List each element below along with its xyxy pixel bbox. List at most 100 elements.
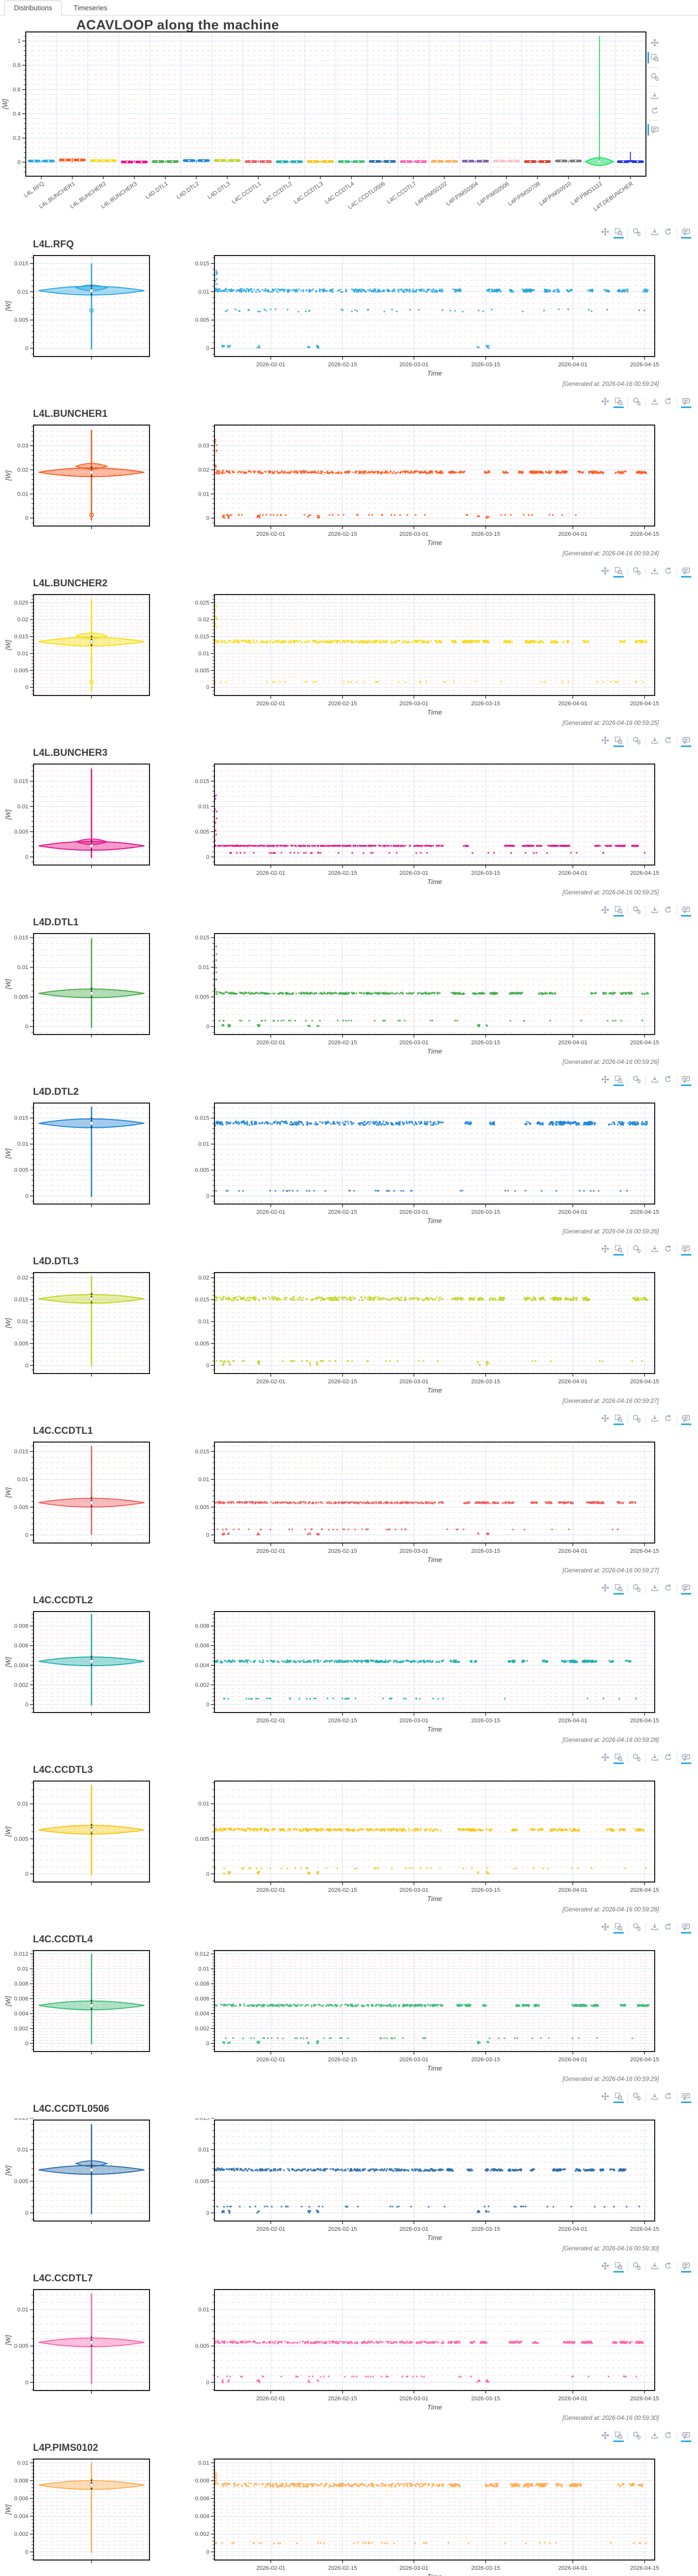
hover-icon[interactable] [682, 1584, 691, 1595]
hover-icon[interactable] [682, 228, 691, 239]
save-icon[interactable] [650, 567, 659, 578]
box-zoom-icon[interactable] [614, 397, 623, 408]
wheel-zoom-icon[interactable] [632, 2431, 641, 2442]
reset-icon[interactable] [663, 1753, 673, 1764]
box-zoom-icon[interactable] [614, 2262, 623, 2273]
wheel-zoom-icon[interactable] [632, 736, 641, 747]
wheel-zoom-icon[interactable] [647, 71, 659, 82]
reset-icon[interactable] [663, 1245, 673, 1256]
wheel-zoom-icon[interactable] [632, 1075, 641, 1086]
save-icon[interactable] [650, 906, 659, 917]
hover-icon[interactable] [682, 736, 691, 747]
reset-icon[interactable] [663, 567, 673, 578]
save-icon[interactable] [650, 1584, 659, 1595]
timeseries-plot[interactable]: 00.0020.0040.0060.0080.010.0122026-02-01… [186, 1948, 675, 2074]
hover-icon[interactable] [682, 1753, 691, 1764]
hover-icon[interactable] [682, 2092, 691, 2103]
pan-icon[interactable] [601, 228, 610, 239]
reset-icon[interactable] [663, 397, 673, 408]
wheel-zoom-icon[interactable] [632, 1414, 641, 1425]
pan-icon[interactable] [601, 567, 610, 578]
box-zoom-icon[interactable] [614, 736, 623, 747]
wheel-zoom-icon[interactable] [632, 1584, 641, 1595]
box-zoom-icon[interactable] [614, 1753, 623, 1764]
tab-distributions[interactable]: Distributions [4, 1, 62, 16]
tab-timeseries[interactable]: Timeseries [64, 1, 117, 15]
pan-icon[interactable] [601, 1584, 610, 1595]
save-icon[interactable] [647, 90, 659, 101]
reset-icon[interactable] [663, 228, 673, 239]
pan-icon[interactable] [601, 1245, 610, 1256]
box-zoom-icon[interactable] [614, 1245, 623, 1256]
save-icon[interactable] [650, 1414, 659, 1425]
save-icon[interactable] [650, 1753, 659, 1764]
hover-icon[interactable] [682, 1414, 691, 1425]
save-icon[interactable] [650, 397, 659, 408]
hover-icon[interactable] [682, 2431, 691, 2442]
reset-icon[interactable] [663, 2262, 673, 2273]
hover-icon[interactable] [647, 124, 659, 135]
hover-icon[interactable] [682, 906, 691, 917]
wheel-zoom-icon[interactable] [632, 2262, 641, 2273]
reset-icon[interactable] [663, 2092, 673, 2103]
hover-icon[interactable] [682, 2262, 691, 2273]
wheel-zoom-icon[interactable] [632, 228, 641, 239]
hover-icon[interactable] [682, 1075, 691, 1086]
wheel-zoom-icon[interactable] [632, 567, 641, 578]
save-icon[interactable] [650, 736, 659, 747]
reset-icon[interactable] [663, 1414, 673, 1425]
reset-icon[interactable] [663, 2431, 673, 2442]
reset-icon[interactable] [663, 906, 673, 917]
pan-icon[interactable] [601, 1923, 610, 1934]
pan-icon[interactable] [601, 1753, 610, 1764]
save-icon[interactable] [650, 1923, 659, 1934]
save-icon[interactable] [650, 2262, 659, 2273]
hover-icon[interactable] [682, 397, 691, 408]
box-zoom-icon[interactable] [614, 228, 623, 239]
wheel-zoom-icon[interactable] [632, 397, 641, 408]
pan-icon[interactable] [601, 2431, 610, 2442]
hover-icon[interactable] [682, 567, 691, 578]
box-zoom-icon[interactable] [614, 2431, 623, 2442]
wheel-zoom-icon[interactable] [632, 1923, 641, 1934]
wheel-zoom-icon[interactable] [632, 1753, 641, 1764]
overview-violin-plot[interactable]: L4L.RFQL4L.BUNCHER1L4L.BUNCHER2L4L.BUNCH… [0, 15, 698, 234]
wheel-zoom-icon[interactable] [632, 2092, 641, 2103]
reset-icon[interactable] [663, 1923, 673, 1934]
hover-icon[interactable] [682, 1245, 691, 1256]
wheel-zoom-icon[interactable] [632, 1245, 641, 1256]
box-zoom-icon[interactable] [614, 567, 623, 578]
pan-icon[interactable] [647, 37, 659, 48]
box-zoom-icon[interactable] [614, 906, 623, 917]
box-zoom-icon[interactable] [614, 1414, 623, 1425]
pan-icon[interactable] [601, 906, 610, 917]
save-icon[interactable] [650, 1245, 659, 1256]
box-zoom-icon[interactable] [647, 52, 659, 63]
reset-icon[interactable] [647, 105, 659, 116]
save-icon[interactable] [650, 2431, 659, 2442]
box-zoom-icon[interactable] [614, 1584, 623, 1595]
pan-icon[interactable] [601, 736, 610, 747]
pan-icon[interactable] [601, 1075, 610, 1086]
